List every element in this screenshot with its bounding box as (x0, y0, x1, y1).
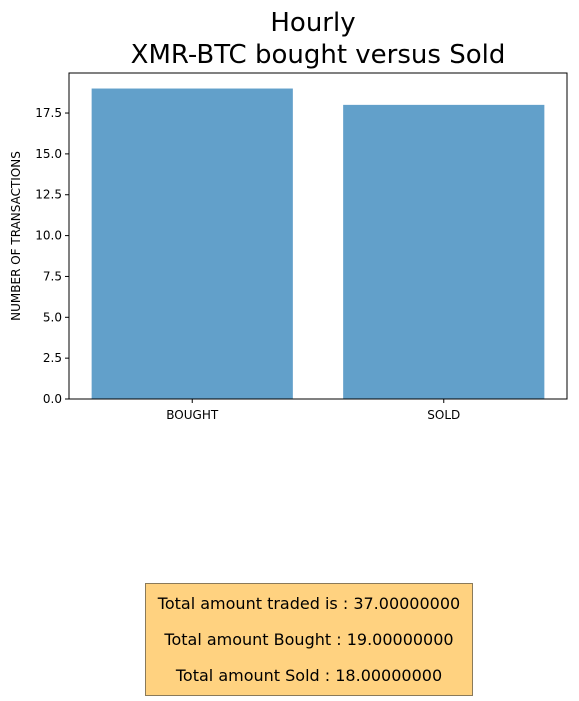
y-ticks-group: 0.0 2.5 5.0 7.5 10.0 12.5 15.0 17.5 (35, 106, 69, 406)
y-tick-label: 17.5 (35, 106, 62, 120)
bar-sold (343, 105, 544, 399)
y-tick-label: 0.0 (43, 392, 62, 406)
y-axis-label: NUMBER OF TRANSACTIONS (9, 151, 23, 321)
x-tick-label-bought: BOUGHT (166, 408, 219, 422)
bars-group (92, 89, 545, 399)
total-bought-text: Total amount Bought : 19.00000000 (164, 630, 453, 649)
x-tick-label-sold: SOLD (427, 408, 460, 422)
chart-title-line-2: XMR-BTC bought versus Sold (131, 40, 506, 70)
bar-bought (92, 89, 293, 399)
summary-box: Total amount traded is : 37.00000000 Tot… (145, 583, 473, 696)
total-traded-text: Total amount traded is : 37.00000000 (158, 594, 460, 613)
y-tick-label: 5.0 (43, 310, 62, 324)
y-tick-label: 15.0 (35, 147, 62, 161)
y-tick-label: 7.5 (43, 269, 62, 283)
total-sold-text: Total amount Sold : 18.00000000 (176, 666, 442, 685)
y-tick-label: 12.5 (35, 188, 62, 202)
y-tick-label: 2.5 (43, 351, 62, 365)
y-tick-label: 10.0 (35, 229, 62, 243)
bar-chart: Hourly XMR-BTC bought versus Sold NUMBER… (0, 0, 579, 460)
chart-title-line-1: Hourly (270, 8, 355, 38)
x-ticks-group: BOUGHT SOLD (166, 399, 460, 422)
